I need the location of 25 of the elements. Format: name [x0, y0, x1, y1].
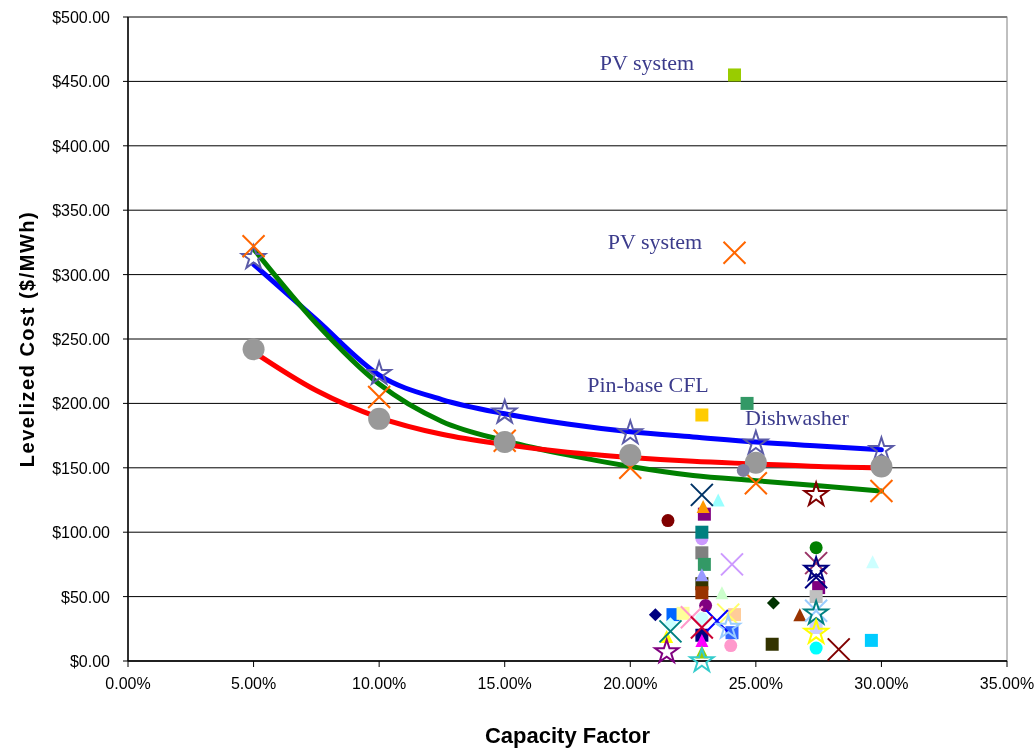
- y-tick-label: $150.00: [52, 459, 111, 477]
- x-tick-label: 0.00%: [105, 675, 151, 692]
- y-axis-title: Levelized Cost ($/MWh): [16, 210, 38, 468]
- annotation: Pin-base CFL: [587, 372, 709, 397]
- y-tick-label: $300.00: [52, 266, 111, 284]
- y-tick-label: $200.00: [52, 395, 111, 413]
- x-tick-label: 5.00%: [230, 675, 277, 692]
- y-tick-label: $500.00: [52, 9, 111, 26]
- y-tick-label: $400.00: [52, 137, 111, 155]
- annotation: Dishwasher: [745, 405, 850, 430]
- x-tick-label: 30.00%: [854, 675, 909, 692]
- y-tick-label: $250.00: [52, 331, 111, 348]
- x-tick-label: 15.00%: [477, 675, 532, 692]
- x-tick-label: 10.00%: [352, 675, 407, 692]
- y-tick-label: $350.00: [52, 202, 111, 220]
- x-tick-label: 35.00%: [979, 675, 1035, 692]
- y-tick-label: $0.00: [69, 653, 111, 670]
- x-tick-label: 25.00%: [728, 675, 783, 692]
- y-tick-label: $450.00: [52, 73, 111, 91]
- annotation: PV system: [599, 50, 695, 75]
- x-tick-label: 20.00%: [603, 675, 658, 692]
- annotation: PV system: [607, 229, 703, 254]
- y-tick-label: $100.00: [52, 524, 111, 542]
- y-tick-label: $50.00: [61, 588, 111, 606]
- x-axis-title: Capacity Factor: [484, 723, 651, 748]
